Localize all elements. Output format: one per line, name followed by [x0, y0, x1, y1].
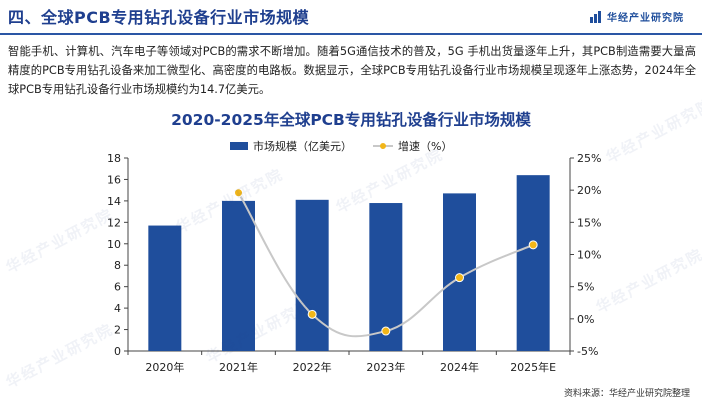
- legend-line-marker: [380, 143, 386, 149]
- legend-bar-label: 市场规模（亿美元）: [253, 139, 352, 153]
- y-right-tick-label: 5%: [577, 281, 594, 294]
- x-tick-label: 2022年: [293, 360, 332, 374]
- y-left-tick-label: 0: [114, 345, 121, 358]
- growth-point: [307, 309, 317, 319]
- y-right-tick-label: 15%: [577, 216, 601, 229]
- y-left-tick-label: 14: [107, 195, 121, 208]
- growth-point: [528, 240, 538, 250]
- intro-paragraph: 智能手机、计算机、汽车电子等领域对PCB的需求不断增加。随着5G通信技术的普及，…: [8, 45, 696, 96]
- y-left-tick-label: 4: [114, 302, 121, 315]
- y-right-tick-label: 25%: [577, 152, 601, 165]
- y-left-tick-label: 16: [107, 173, 121, 186]
- logo-text: 华经产业研究院: [607, 13, 684, 24]
- growth-point: [455, 273, 464, 283]
- x-tick-label: 2023年: [366, 360, 405, 374]
- x-tick-label: 2021年: [219, 360, 258, 374]
- growth-point: [381, 326, 391, 336]
- y-left-tick-label: 2: [114, 324, 121, 337]
- y-right-tick-label: -5%: [577, 345, 598, 358]
- y-left-tick-label: 18: [107, 152, 121, 165]
- header-divider: [0, 33, 702, 35]
- header: 四、全球PCB专用钻孔设备行业市场规模 华经产业研究院: [0, 0, 702, 35]
- bar: [516, 175, 550, 351]
- y-left-tick-label: 6: [114, 281, 121, 294]
- legend-bar-swatch: [230, 142, 248, 150]
- bar: [295, 199, 329, 351]
- brand-logo: 华经产业研究院: [590, 9, 684, 24]
- legend-line-label: 增速（%）: [398, 139, 452, 153]
- y-right-tick-label: 20%: [577, 184, 601, 197]
- page-title: 四、全球PCB专用钻孔设备行业市场规模: [8, 8, 310, 27]
- bar: [148, 225, 182, 351]
- bar: [222, 200, 255, 351]
- y-left-tick-label: 8: [114, 259, 121, 272]
- logo-bars-icon: [590, 10, 602, 23]
- x-tick-label: 2024年: [440, 360, 479, 374]
- y-right-tick-label: 10%: [577, 249, 601, 262]
- chart-title: 2020-2025年全球PCB专用钻孔设备行业市场规模: [171, 111, 531, 129]
- y-left-tick-label: 12: [107, 216, 121, 229]
- growth-point: [234, 188, 243, 198]
- source-note: 资料来源：华经产业研究院整理: [563, 389, 690, 399]
- x-tick-label: 2020年: [145, 360, 184, 374]
- y-right-tick-label: 0%: [577, 313, 594, 326]
- y-left-tick-label: 10: [107, 238, 121, 251]
- x-tick-label: 2025年E: [510, 360, 556, 374]
